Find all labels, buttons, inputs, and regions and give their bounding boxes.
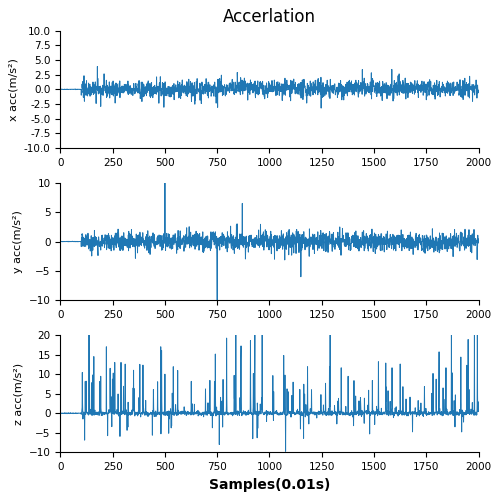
Y-axis label: z acc(m/s²): z acc(m/s²) xyxy=(13,362,23,425)
Title: Accerlation: Accerlation xyxy=(223,8,316,26)
Y-axis label: y acc(m/s²): y acc(m/s²) xyxy=(13,210,23,273)
X-axis label: Samples(0.01s): Samples(0.01s) xyxy=(209,478,330,492)
Y-axis label: x acc(m/s²): x acc(m/s²) xyxy=(8,58,18,121)
